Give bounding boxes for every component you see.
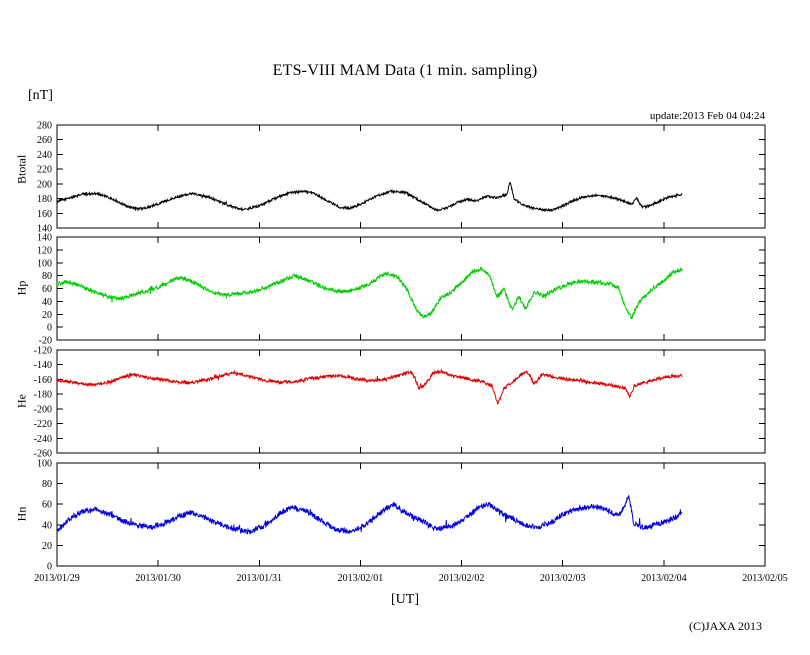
y-tick-label: 140: [37, 224, 52, 235]
y-tick-label: 0: [47, 562, 52, 573]
y-tick-label: 260: [37, 135, 52, 146]
y-tick-label: 280: [37, 121, 52, 132]
y-tick-label: 20: [42, 310, 52, 321]
y-tick-label: 40: [42, 297, 52, 308]
y-tick-label: 180: [37, 194, 52, 205]
y-tick-label: -240: [34, 434, 52, 445]
series-line-btotal: [56, 182, 683, 213]
y-tick-label: 60: [42, 284, 52, 295]
chart-title: ETS-VIII MAM Data (1 min. sampling): [272, 62, 538, 79]
y-tick-label: 60: [42, 500, 52, 511]
y-tick-label: 100: [37, 459, 52, 470]
x-tick-label: 2013/01/30: [135, 573, 181, 584]
x-tick-label: 2013/02/01: [338, 573, 384, 584]
y-tick-label: 220: [37, 165, 52, 176]
x-tick-label: 2013/02/03: [540, 573, 586, 584]
y-tick-label: 80: [42, 479, 52, 490]
series-line-hn: [56, 494, 683, 535]
y-tick-label: 20: [42, 541, 52, 552]
y-tick-label: -180: [34, 390, 52, 401]
y-tick-label: 80: [42, 271, 52, 282]
y-tick-label: 40: [42, 520, 52, 531]
series-line-hp: [56, 266, 683, 320]
y-tick-label: -160: [34, 375, 52, 386]
credit-text: (C)JAXA 2013: [688, 619, 762, 633]
series-line-he: [56, 368, 683, 405]
y-tick-label: -200: [34, 404, 52, 415]
x-axis-label: [UT]: [391, 592, 419, 607]
y-tick-label: 0: [47, 323, 52, 334]
y-tick-label: 200: [37, 179, 52, 190]
x-tick-label: 2013/02/04: [641, 573, 687, 584]
x-tick-label: 2013/02/05: [742, 573, 788, 584]
y-tick-label: 140: [37, 233, 52, 244]
update-timestamp: update:2013 Feb 04 04:24: [649, 110, 765, 122]
y-tick-label: 120: [37, 245, 52, 256]
y-tick-label: 160: [37, 209, 52, 220]
y-tick-label: -140: [34, 360, 52, 371]
y-unit-label: [nT]: [28, 88, 53, 103]
x-tick-label: 2013/02/02: [439, 573, 485, 584]
x-tick-label: 2013/01/29: [34, 573, 80, 584]
x-tick-label: 2013/01/31: [237, 573, 283, 584]
y-tick-label: -120: [34, 346, 52, 357]
y-tick-label: -220: [34, 419, 52, 430]
y-tick-label: 240: [37, 150, 52, 161]
y-tick-label: 100: [37, 258, 52, 269]
y-tick-label: -20: [39, 336, 52, 347]
y-tick-label: -260: [34, 449, 52, 460]
